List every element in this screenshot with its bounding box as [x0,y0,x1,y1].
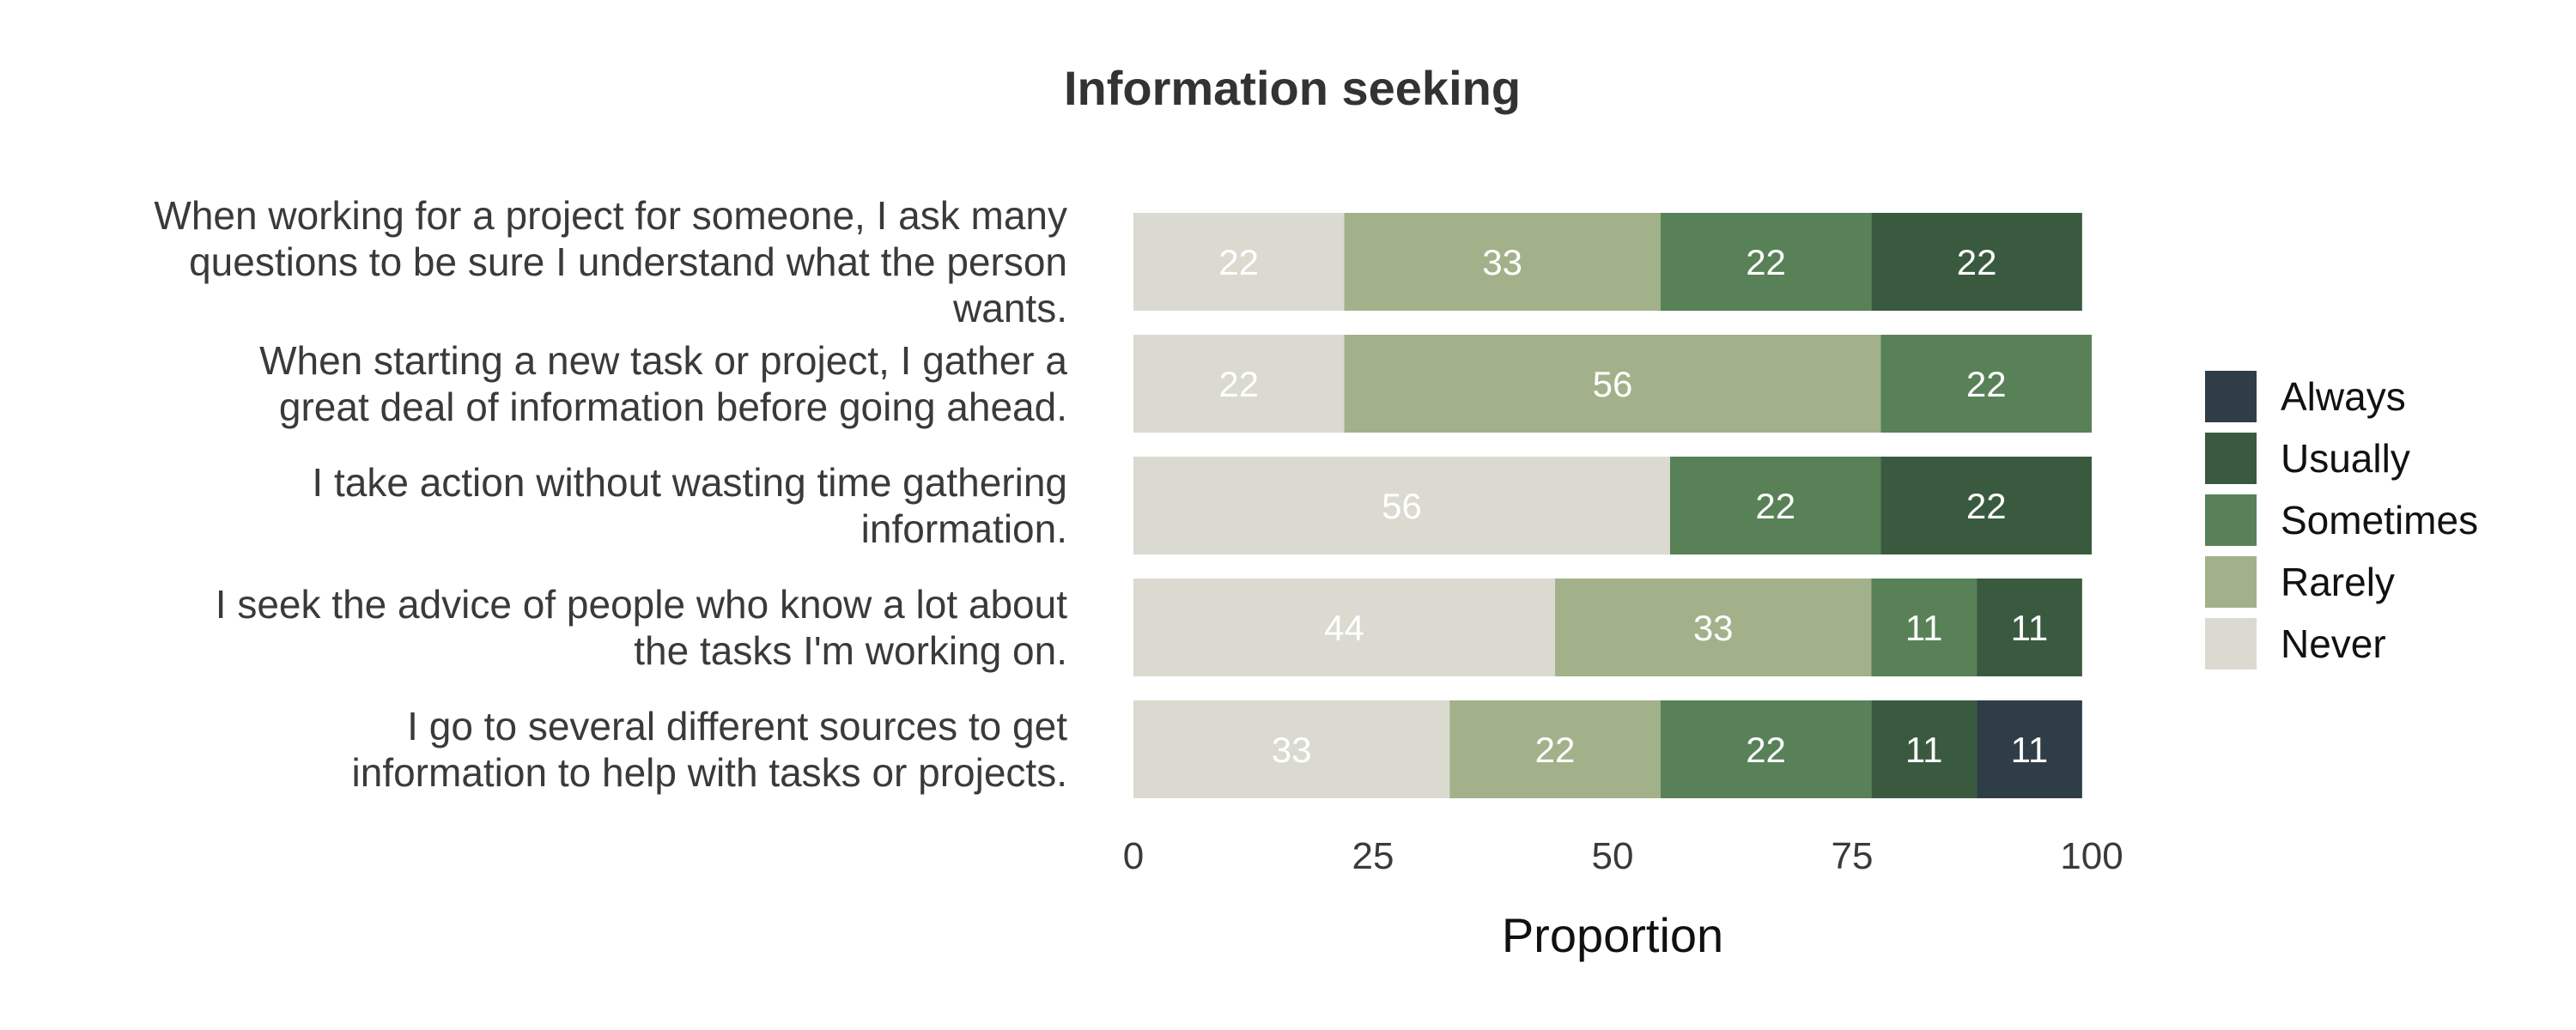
bar-value-label: 22 [1746,242,1786,282]
bar-value-label: 33 [1482,242,1522,282]
x-tick-label: 100 [2060,835,2123,877]
bar-value-label: 22 [1957,242,1997,282]
bar-segment-sometimes [1669,457,1881,554]
category-label: I take action without wasting time gathe… [312,460,1067,551]
legend-swatch-always [2205,371,2257,422]
x-tick-label: 25 [1352,835,1394,877]
legend-label: Never [2281,621,2386,666]
bar-segment-sometimes [1660,213,1872,311]
legend-label: Rarely [2281,560,2395,604]
bar-value-label: 22 [1746,730,1786,770]
x-axis-title: Proportion [1502,908,1723,962]
bar-value-label: 11 [1905,730,1943,770]
legend-label: Sometimes [2281,498,2478,542]
legend-label: Always [2281,374,2406,419]
bar-segment-rarely [1555,579,1872,676]
category-label-line: information to help with tasks or projec… [352,750,1067,795]
x-tick-label: 0 [1123,835,1144,877]
bar-value-label: 11 [2011,730,2049,770]
legend-label: Usually [2281,436,2410,481]
bar-value-label: 22 [1966,364,2007,404]
legend-swatch-rarely [2205,556,2257,608]
category-label: I go to several different sources to get… [352,704,1068,795]
bar-value-label: 33 [1693,608,1734,648]
x-axis-ticks: 0 25 50 75 100 [1123,835,2123,877]
bar-segment-always [1977,700,2082,798]
category-label-line: I seek the advice of people who know a l… [216,582,1067,627]
bar-segment-never [1133,457,1670,554]
bar-value-label: 22 [1218,364,1259,404]
bar-value-label: 11 [1905,608,1943,648]
bar-value-label: 22 [1535,730,1576,770]
category-label-line: When working for a project for someone, … [154,193,1067,238]
bar-segment-rarely [1344,213,1661,311]
bar-segment-sometimes [1660,700,1872,798]
bar-segment-usually [1977,579,2082,676]
x-tick-label: 75 [1832,835,1874,877]
bar-segment-usually [1871,700,1978,798]
bar-value-label: 11 [2011,608,2049,648]
category-labels: When working for a project for someone, … [154,193,1067,795]
bars: 22 33 22 22 22 56 22 56 22 22 44 33 11 11 33 22 22 11 11 [1133,213,2092,798]
category-label-line: information. [861,506,1067,551]
category-label-line: the tasks I'm working on. [634,628,1067,673]
bar-value-label: 33 [1272,730,1312,770]
bar-segment-usually [1880,457,2092,554]
category-label-line: I go to several different sources to get [407,704,1067,748]
category-label-line: great deal of information before going a… [279,385,1067,429]
category-label: When working for a project for someone, … [154,193,1067,330]
category-label-line: wants. [952,286,1067,330]
bar-segment-sometimes [1880,335,2092,433]
bar-segment-usually [1871,213,2082,311]
bar-segment-never [1133,335,1345,433]
bar-value-label: 22 [1755,486,1795,526]
bar-segment-rarely [1449,700,1661,798]
legend-swatch-usually [2205,433,2257,484]
x-tick-label: 50 [1592,835,1634,877]
bar-value-label: 22 [1966,486,2007,526]
category-label-line: I take action without wasting time gathe… [312,460,1067,505]
chart-title: Information seeking [1064,61,1521,115]
bar-segment-rarely [1344,335,1881,433]
bar-value-label: 22 [1218,242,1259,282]
bar-segment-sometimes [1871,579,1978,676]
bar-value-label: 44 [1324,608,1364,648]
bar-value-label: 56 [1382,486,1422,526]
legend: Always Usually Sometimes Rarely Never [2205,371,2478,670]
bar-value-label: 56 [1593,364,1633,404]
legend-swatch-never [2205,618,2257,670]
legend-swatch-sometimes [2205,494,2257,546]
category-label: I seek the advice of people who know a l… [216,582,1067,673]
bar-segment-never [1133,213,1345,311]
category-label-line: questions to be sure I understand what t… [189,239,1067,284]
bar-segment-never [1133,700,1450,798]
category-label: When starting a new task or project, I g… [259,338,1067,429]
bar-segment-never [1133,579,1556,676]
category-label-line: When starting a new task or project, I g… [259,338,1067,383]
